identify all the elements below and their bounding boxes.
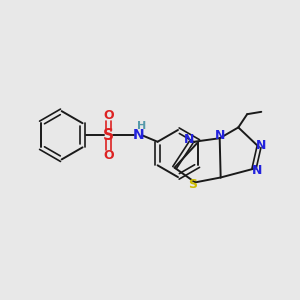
Text: N: N <box>252 164 262 177</box>
Text: N: N <box>132 128 144 142</box>
Text: H: H <box>136 122 146 131</box>
Text: S: S <box>103 128 114 143</box>
Text: N: N <box>214 129 225 142</box>
Text: N: N <box>184 133 194 146</box>
Text: N: N <box>256 139 266 152</box>
Text: S: S <box>188 178 197 191</box>
Text: O: O <box>103 109 113 122</box>
Text: O: O <box>103 149 113 162</box>
